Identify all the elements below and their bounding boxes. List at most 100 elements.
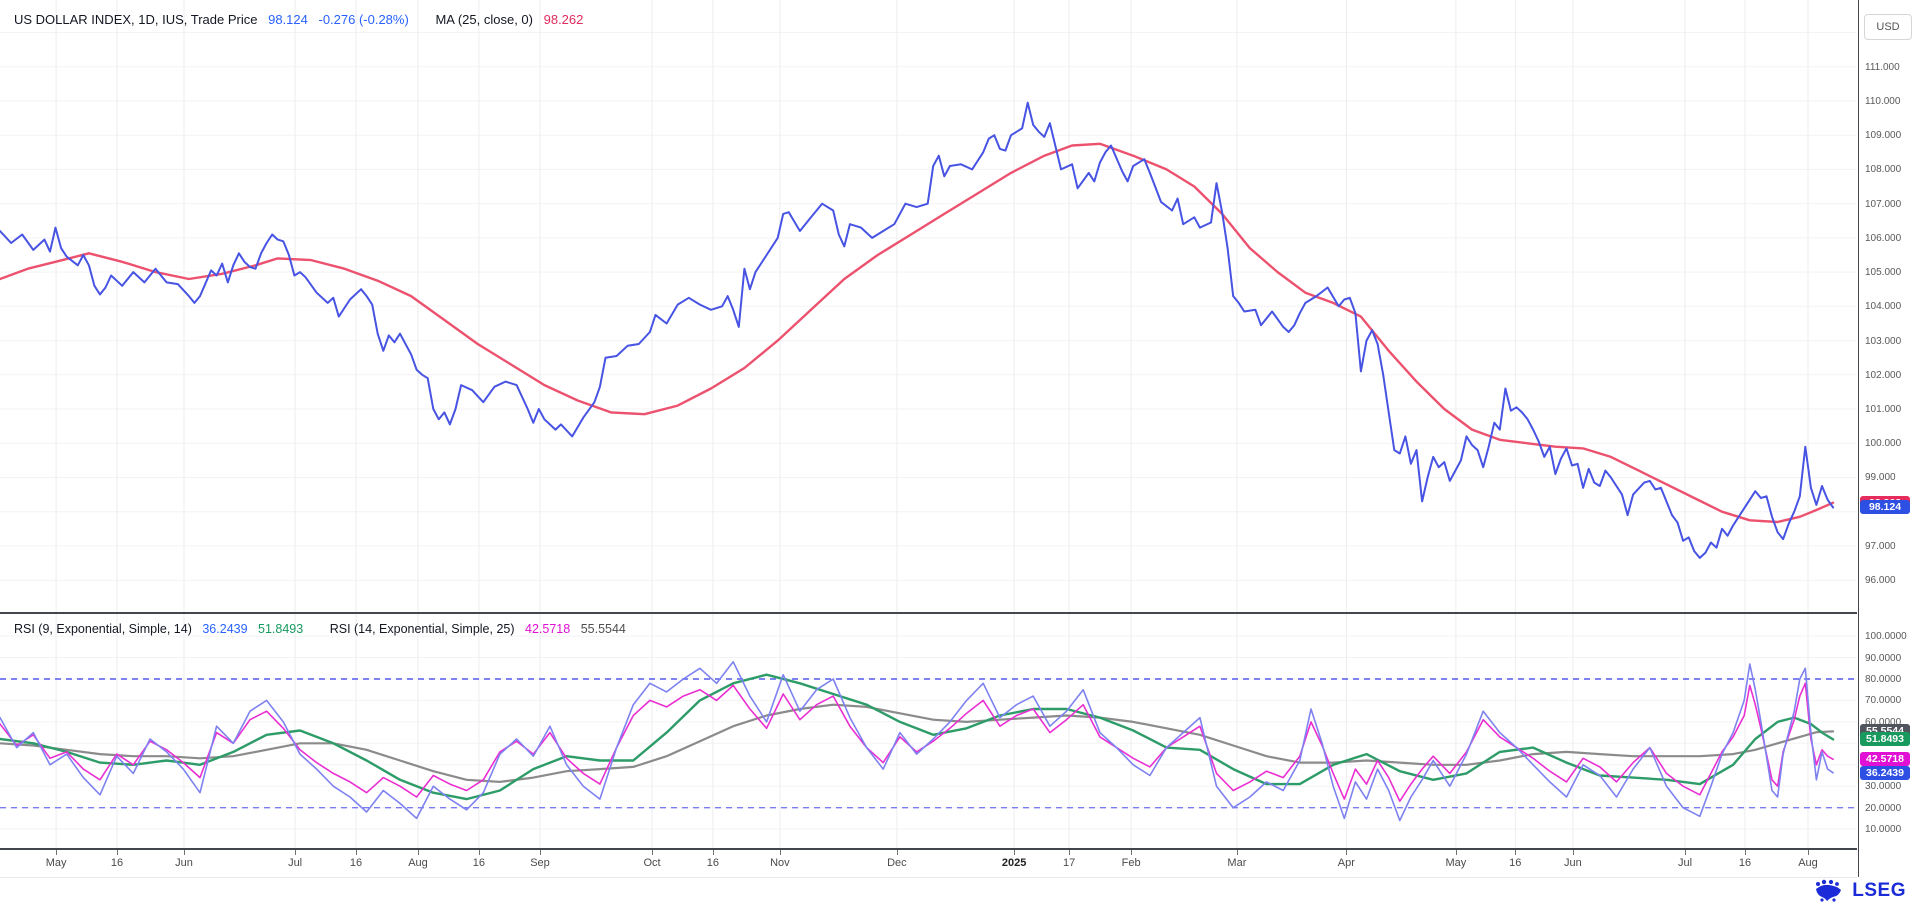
rsi9-signal-line <box>0 673 1835 801</box>
time-label: 16 <box>1738 857 1752 869</box>
rsi14-indicator-label: RSI (14, Exponential, Simple, 25) <box>329 622 515 636</box>
ma-indicator-label: MA (25, close, 0) <box>435 12 533 27</box>
time-label: Nov <box>770 857 790 869</box>
main-chart[interactable] <box>0 0 1857 612</box>
axis-tick-label: 100.000 <box>1865 438 1902 450</box>
time-tick <box>356 850 357 855</box>
axis-tick-label: 30.0000 <box>1865 781 1902 793</box>
time-axis[interactable]: May 16 Jun Jul 16 Aug 16 Sep Oct 16 Nov Dec 2025 17 Fe… <box>0 850 1857 878</box>
axis-tick-label: 110.000 <box>1865 95 1901 107</box>
currency-label: USD <box>1876 21 1900 33</box>
time-label: 16 <box>110 857 124 869</box>
time-label: Dec <box>887 857 907 869</box>
time-tick <box>1069 850 1071 855</box>
time-tick <box>117 850 118 855</box>
rsi14-line <box>0 682 1834 802</box>
footer: LSEG <box>0 879 1916 905</box>
currency-chip: USD <box>1864 14 1912 40</box>
axis-tick-label: 100.0000 <box>1865 631 1907 643</box>
symbol-title: US DOLLAR INDEX, 1D, IUS, Trade Price <box>14 12 258 27</box>
axis-tick-label: 104.000 <box>1865 301 1902 313</box>
time-tick <box>184 850 185 855</box>
time-label: Sep <box>530 857 550 869</box>
axis-tick-label: 80.0000 <box>1865 673 1902 685</box>
time-tick <box>652 850 653 855</box>
time-tick <box>1131 850 1133 855</box>
panel-divider[interactable] <box>0 612 1857 614</box>
axis-tick-label: 60.0000 <box>1865 716 1902 728</box>
time-label: Jun <box>1564 857 1582 869</box>
time-tick <box>712 850 714 855</box>
time-label: Feb <box>1121 857 1141 869</box>
time-label: Aug <box>1798 857 1818 869</box>
axis-tick-label: 108.000 <box>1865 164 1902 176</box>
price-axis[interactable]: USD 111.000 110.000 109.000 108.000 107.000 1… <box>1858 0 1916 877</box>
time-tick <box>56 850 58 855</box>
time-label: Jul <box>288 857 303 869</box>
time-label: 16 <box>1509 857 1522 869</box>
time-label: 17 <box>1062 857 1076 869</box>
axis-tick-label: 90.0000 <box>1865 652 1902 664</box>
time-tick <box>1515 850 1517 855</box>
time-label: 16 <box>472 857 486 869</box>
time-label: Apr <box>1337 857 1355 869</box>
time-tick <box>1014 850 1016 855</box>
value-badge: 98.124 <box>1860 500 1910 515</box>
trade-price-line <box>0 101 1835 559</box>
axis-tick-label: 96.000 <box>1865 575 1896 587</box>
rsi9-line <box>0 660 1834 822</box>
time-tick <box>295 850 297 855</box>
axis-tick-label: 105.000 <box>1865 267 1902 279</box>
time-label: 2025 <box>1001 857 1027 869</box>
time-label: 16 <box>349 857 363 869</box>
time-tick <box>896 850 898 855</box>
time-label: Oct <box>643 857 661 869</box>
axis-tick-label: 20.0000 <box>1865 802 1902 814</box>
ma-25-line <box>0 142 1835 524</box>
lseg-logo-text: LSEG <box>1852 880 1906 901</box>
rsi-bottom-divider <box>0 848 1857 850</box>
time-tick <box>1455 850 1457 855</box>
lseg-crest-icon <box>1816 879 1842 902</box>
rsi9-signal-value: 51.8493 <box>258 622 304 636</box>
time-label: May <box>1445 857 1467 869</box>
value-badge: 42.5718 <box>1860 752 1910 767</box>
rsi-chart[interactable] <box>0 614 1857 848</box>
axis-tick-label: 99.000 <box>1865 472 1896 484</box>
axis-tick-label: 97.000 <box>1865 540 1896 552</box>
time-label: Mar <box>1227 857 1247 869</box>
time-tick <box>1572 850 1574 855</box>
main-legend[interactable]: US DOLLAR INDEX, 1D, IUS, Trade Price 98… <box>14 12 590 27</box>
time-label: Aug <box>408 857 428 869</box>
value-badge: 51.8493 <box>1860 732 1910 747</box>
axis-tick-label: 109.000 <box>1865 130 1902 142</box>
axis-tick-label: 107.000 <box>1865 198 1902 210</box>
axis-tick-label: 111.000 <box>1865 61 1900 73</box>
rsi9-indicator-label: RSI (9, Exponential, Simple, 14) <box>14 622 192 636</box>
axis-tick-label: 102.000 <box>1865 369 1902 381</box>
rsi14-signal-value: 55.5544 <box>580 622 626 636</box>
axis-tick-label: 103.000 <box>1865 335 1902 347</box>
time-label: May <box>45 857 67 869</box>
time-tick <box>1685 850 1686 855</box>
time-label: Jun <box>175 857 193 869</box>
time-label: 16 <box>706 857 720 869</box>
time-tick <box>418 850 419 855</box>
rsi14-value: 42.5718 <box>525 622 571 636</box>
time-tick <box>478 850 480 855</box>
rsi9-value: 36.2439 <box>202 622 248 636</box>
time-label: Jul <box>1677 857 1693 869</box>
value-badge: 36.2439 <box>1860 765 1910 780</box>
axis-tick-label: 70.0000 <box>1865 695 1902 707</box>
time-tick <box>1346 850 1348 855</box>
rsi-legend[interactable]: RSI (9, Exponential, Simple, 14) 36.2439… <box>14 622 633 636</box>
ma-indicator-value: 98.262 <box>543 12 584 27</box>
time-tick <box>1745 850 1746 855</box>
time-tick <box>1808 850 1809 855</box>
time-tick <box>779 850 781 855</box>
lseg-logo: LSEG <box>1812 879 1906 903</box>
price-change-value: -0.276 (-0.28%) <box>318 12 409 27</box>
time-tick <box>1236 850 1238 855</box>
axis-tick-label: 10.0000 <box>1865 824 1902 836</box>
